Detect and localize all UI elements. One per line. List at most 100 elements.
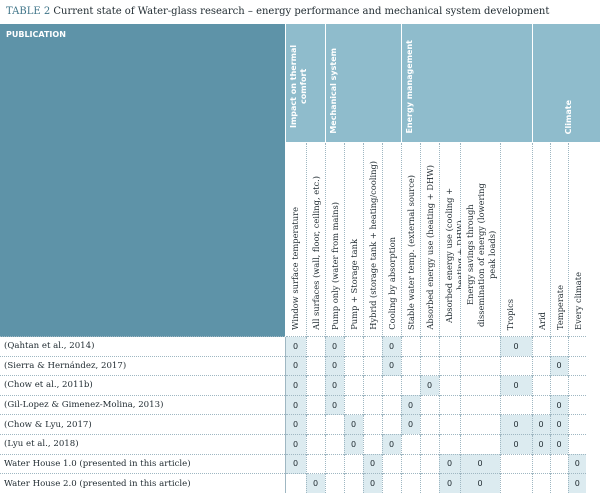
empty-cell: [459, 433, 500, 455]
publication-cell: (Qahtan et al., 2014): [0, 336, 286, 357]
marked-cell: 0: [531, 414, 551, 435]
marked-cell: 0: [567, 473, 587, 493]
group-header-climate: Climate: [531, 24, 600, 143]
empty-cell: [324, 473, 344, 493]
column-label: Absorbed energy use (heating + DHW): [424, 165, 435, 330]
empty-cell: [499, 453, 533, 474]
marked-cell: 0: [284, 336, 306, 357]
empty-cell: [381, 375, 401, 396]
table-title: Current state of Water-glass research – …: [53, 6, 550, 17]
empty-cell: [400, 355, 420, 376]
empty-cell: [438, 336, 460, 357]
column-header: Absorbed energy use (cooling + heating +…: [438, 142, 465, 337]
column-header: Pump only (water from mains): [324, 142, 344, 337]
marked-cell: 0: [284, 355, 306, 376]
column-label: Energy savings through dissemination of …: [464, 183, 497, 327]
empty-cell: [324, 414, 344, 435]
marked-cell: 0: [284, 453, 306, 474]
group-label-climate: Climate: [564, 99, 574, 134]
empty-cell: [499, 394, 533, 415]
empty-cell: [549, 473, 569, 493]
marked-cell: 0: [284, 394, 306, 415]
publication-cell: (Gil-Lopez & Gimenez-Molina, 2013): [0, 394, 286, 415]
marked-cell: 0: [284, 414, 306, 435]
publication-cell: (Sierra & Hernández, 2017): [0, 355, 286, 376]
empty-cell: [459, 414, 500, 435]
group-label-mech: Mechanical system: [328, 48, 338, 134]
column-header: Window surface temperature: [284, 142, 306, 337]
marked-cell: 0: [549, 414, 569, 435]
marked-cell: 0: [381, 433, 401, 455]
empty-cell: [362, 394, 382, 415]
empty-cell: [567, 336, 587, 357]
marked-cell: 0: [343, 433, 363, 455]
marked-cell: 0: [549, 394, 569, 415]
empty-cell: [567, 433, 587, 455]
empty-cell: [549, 336, 569, 357]
empty-cell: [531, 394, 551, 415]
table-row: (Gil-Lopez & Gimenez-Molina, 2013) 0 0 0 0: [0, 394, 600, 415]
empty-cell: [400, 453, 420, 474]
marked-cell: 0: [438, 473, 460, 493]
column-label: Pump only (water from mains): [329, 201, 340, 330]
empty-cell: [531, 336, 551, 357]
column-label: All surfaces (wall, floor, ceiling, etc.…: [310, 176, 321, 330]
marked-cell: 0: [499, 433, 533, 455]
publication-cell: (Chow et al., 2011b): [0, 375, 286, 396]
empty-cell: [381, 453, 401, 474]
empty-cell: [381, 414, 401, 435]
table-row: Water House 1.0 (presented in this artic…: [0, 453, 600, 474]
group-label-comfort: Impact on thermal comfort: [288, 44, 308, 129]
publication-cell: (Lyu et al., 2018): [0, 433, 286, 455]
column-header: Cooling by absorption: [381, 142, 401, 337]
empty-cell: [531, 375, 551, 396]
empty-cell: [531, 453, 551, 474]
empty-cell: [400, 336, 420, 357]
marked-cell: 0: [567, 453, 587, 474]
marked-cell: 0: [499, 336, 533, 357]
empty-cell: [343, 473, 363, 493]
research-table: PUBLICATION Impact on thermal comfort Mec…: [0, 24, 600, 493]
marked-cell: 0: [305, 473, 325, 493]
marked-cell: 0: [324, 355, 344, 376]
empty-cell: [531, 355, 551, 376]
marked-cell: 0: [459, 473, 500, 493]
empty-cell: [459, 394, 500, 415]
table-number: TABLE 2: [6, 6, 51, 17]
empty-cell: [567, 414, 587, 435]
column-label: Hybrid (storage tank + heating/cooling): [367, 161, 378, 330]
marked-cell: 0: [549, 433, 569, 455]
empty-cell: [438, 394, 460, 415]
table-container: PUBLICATION Impact on thermal comfort Mec…: [0, 24, 600, 493]
column-header: Absorbed energy use (heating + DHW): [419, 142, 439, 337]
empty-cell: [567, 394, 587, 415]
column-label: Tropics: [504, 298, 515, 330]
column-header: Temperate: [549, 142, 569, 337]
empty-cell: [362, 375, 382, 396]
empty-cell: [305, 336, 325, 357]
group-header-comfort: Impact on thermal comfort: [284, 24, 325, 143]
empty-cell: [305, 433, 325, 455]
marked-cell: 0: [284, 433, 306, 455]
marked-cell: 0: [381, 336, 401, 357]
empty-cell: [567, 375, 587, 396]
empty-cell: [400, 375, 420, 396]
empty-cell: [438, 414, 460, 435]
empty-cell: [499, 473, 533, 493]
table-row: Water House 2.0 (presented in this artic…: [0, 473, 600, 493]
column-label: Arid: [536, 312, 547, 330]
column-header: Energy savings through dissemination of …: [459, 142, 500, 337]
empty-cell: [343, 394, 363, 415]
column-header: Arid: [531, 142, 551, 337]
empty-cell: [362, 355, 382, 376]
empty-cell: [400, 473, 420, 493]
empty-cell: [549, 453, 569, 474]
empty-cell: [419, 433, 439, 455]
table-row: (Qahtan et al., 2014) 0 0 0 0: [0, 336, 600, 357]
column-label: Pump + Storage tank: [348, 239, 359, 330]
empty-cell: [419, 336, 439, 357]
marked-cell: 0: [324, 336, 344, 357]
empty-cell: [459, 336, 500, 357]
empty-cell: [419, 414, 439, 435]
marked-cell: 0: [362, 473, 382, 493]
